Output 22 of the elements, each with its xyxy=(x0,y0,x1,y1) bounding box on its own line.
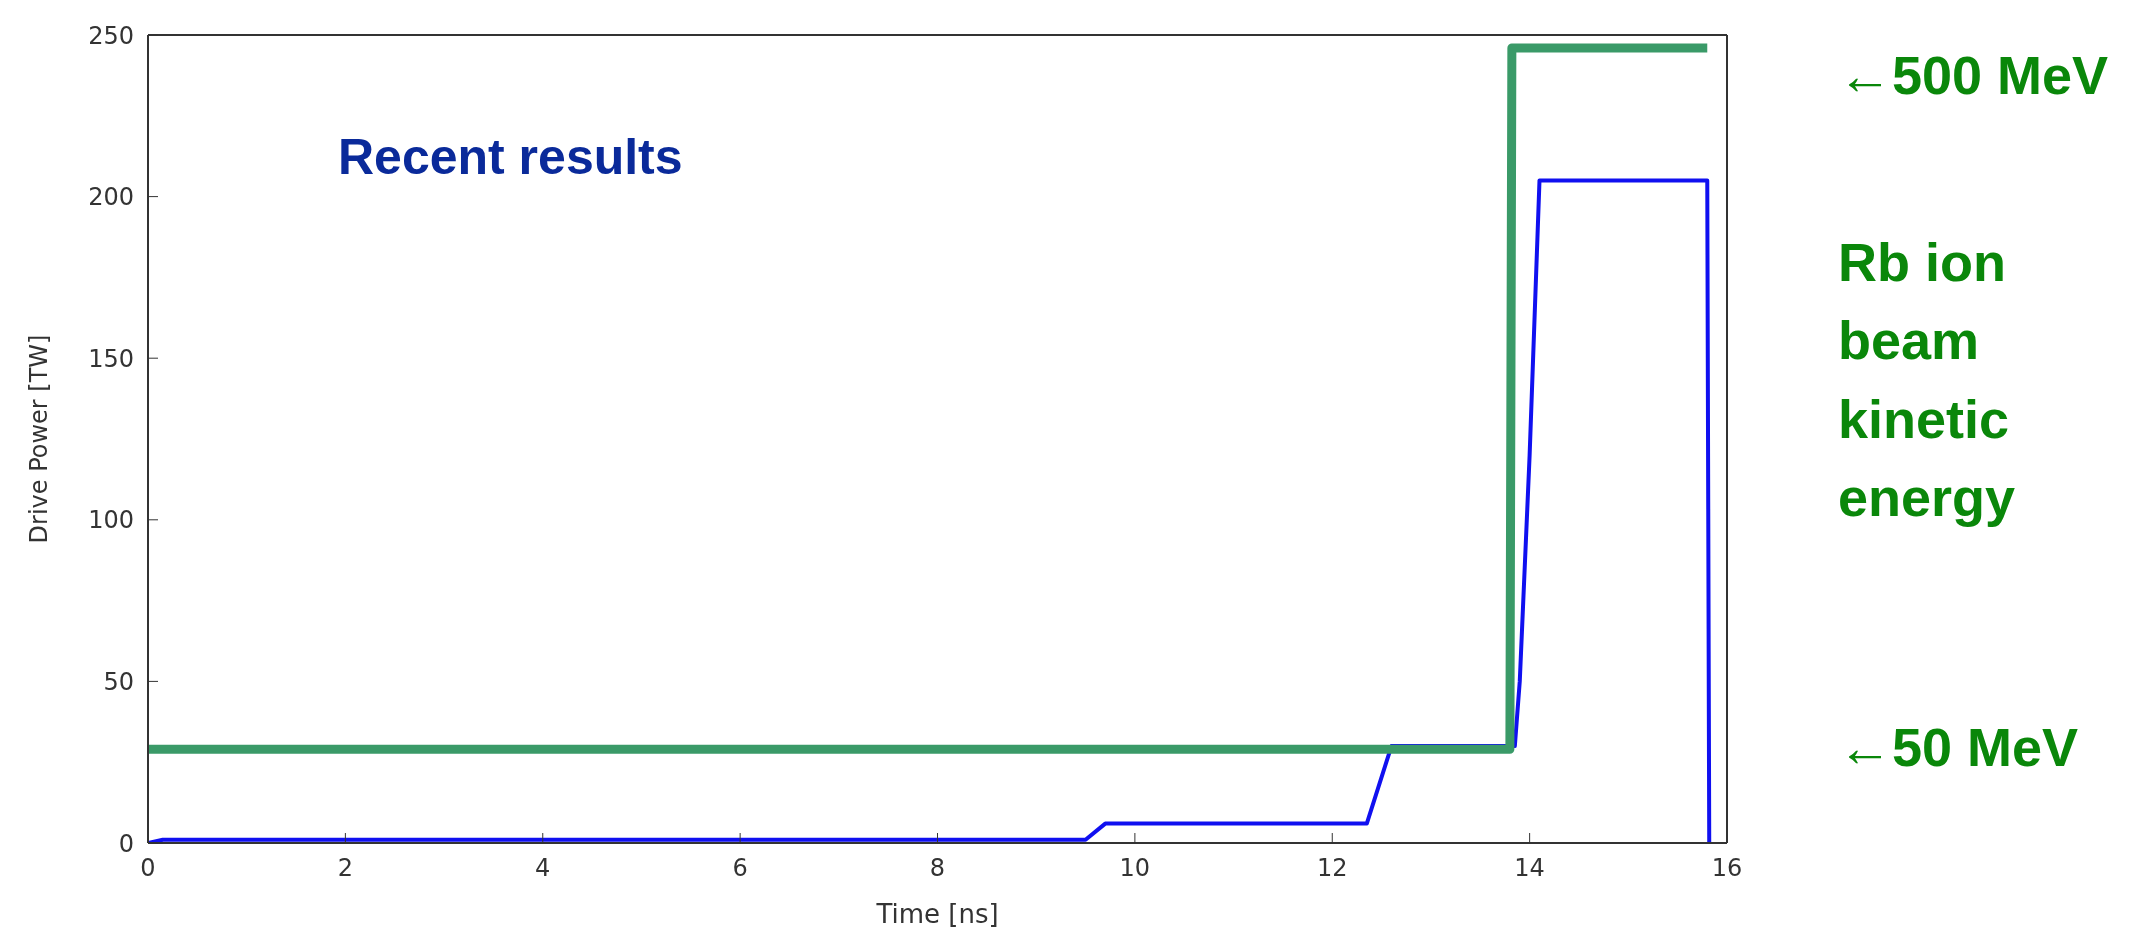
x-tick-label: 16 xyxy=(1711,854,1743,883)
line-series xyxy=(148,178,1712,843)
y-tick-label: 200 xyxy=(88,183,134,212)
x-tick-label: 6 xyxy=(732,854,748,883)
x-tick-label: 8 xyxy=(929,854,946,883)
x-tick-label: 2 xyxy=(337,854,354,883)
y-tick-label: 100 xyxy=(88,506,134,535)
y-tick-label: 0 xyxy=(118,829,134,858)
x-axis-title: Time [ns] xyxy=(875,899,999,929)
x-tick-label: 0 xyxy=(140,854,156,883)
x-tick-label: 4 xyxy=(535,854,551,883)
text: ←500 MeV xyxy=(1838,44,2110,107)
y-tick-label: 250 xyxy=(88,21,134,50)
text: Recent results xyxy=(338,128,683,186)
y-tick-label: 150 xyxy=(88,344,134,373)
x-tick-label: 10 xyxy=(1119,854,1151,883)
y-axis-title: Drive Power [TW] xyxy=(24,334,53,544)
text: Rb ion beam kinetic energy xyxy=(1838,231,2017,529)
y-tick-label: 50 xyxy=(103,667,134,696)
x-tick-label: 14 xyxy=(1514,854,1545,883)
x-tick-label: 12 xyxy=(1316,854,1348,883)
text: ←50 MeV xyxy=(1838,716,2080,779)
